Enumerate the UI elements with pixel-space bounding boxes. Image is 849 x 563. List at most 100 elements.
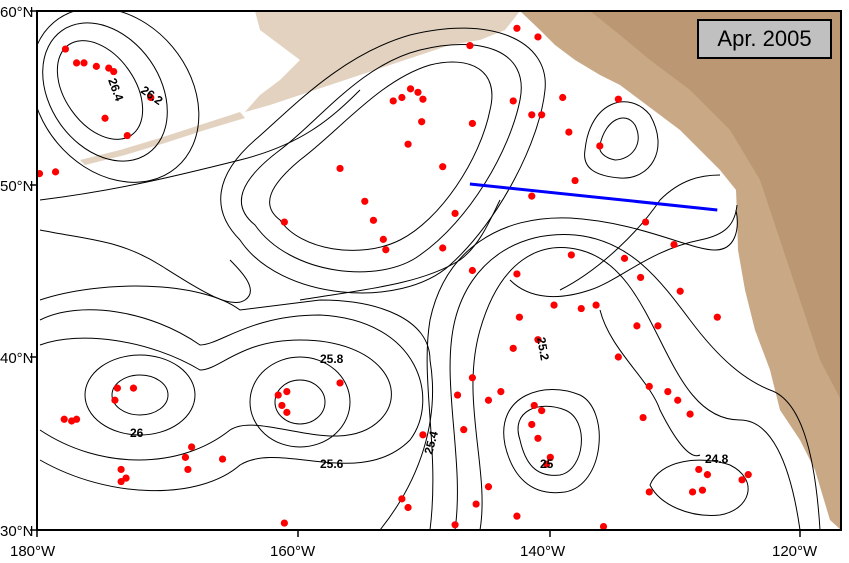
float-marker [129, 384, 138, 392]
float-marker [509, 97, 517, 105]
float-marker [419, 431, 427, 439]
float-marker [528, 111, 536, 119]
float-marker [528, 420, 536, 429]
float-marker [637, 273, 645, 282]
float-marker [645, 382, 653, 391]
float-marker [515, 313, 524, 321]
contour-label-25-4: 25.4 [421, 429, 441, 455]
float-marker [418, 118, 426, 126]
float-marker [614, 353, 622, 361]
float-marker [664, 388, 672, 396]
float-marker [278, 401, 286, 410]
alaska-land [245, 11, 520, 112]
float-marker [567, 251, 575, 259]
float-marker [509, 344, 517, 352]
float-marker [280, 218, 288, 226]
float-marker [641, 218, 650, 226]
float-marker [92, 62, 100, 70]
float-marker [280, 519, 288, 527]
float-marker [513, 24, 521, 32]
float-marker [414, 88, 422, 96]
float-marker [468, 266, 476, 275]
float-marker [472, 500, 480, 508]
float-marker [550, 301, 558, 309]
float-marker [451, 521, 459, 529]
float-marker [698, 486, 707, 494]
float-marker [336, 164, 344, 173]
float-marker [592, 301, 600, 309]
float-marker [117, 465, 125, 474]
lat-label-50n: 50°N [0, 178, 34, 195]
float-marker [110, 67, 118, 76]
float-marker [398, 495, 406, 503]
float-marker [117, 477, 125, 486]
float-marker [72, 415, 81, 423]
contour-label-25: 25 [540, 457, 554, 471]
contour-label-25-6: 25.6 [320, 457, 344, 471]
contour-lines [37, 11, 821, 530]
map-frame [36, 10, 842, 531]
float-marker [484, 396, 493, 404]
contour-label-26: 26 [130, 426, 144, 440]
float-marker [274, 391, 282, 399]
lon-label-180w: 180°W [10, 543, 56, 560]
float-marker [674, 396, 682, 404]
lon-label-140w: 140°W [520, 543, 566, 560]
float-marker [113, 384, 121, 392]
float-marker [439, 244, 447, 252]
float-marker [534, 336, 542, 344]
contour-label-25-2: 25.2 [534, 336, 552, 362]
float-marker [37, 170, 44, 178]
float-marker [538, 111, 546, 119]
float-marker [80, 59, 88, 67]
float-marker [111, 396, 119, 404]
float-marker [559, 93, 567, 102]
float-marker [336, 379, 344, 387]
float-markers [37, 24, 752, 530]
float-marker [468, 374, 476, 382]
float-marker [101, 114, 109, 122]
float-marker [546, 453, 554, 461]
float-marker [147, 93, 155, 102]
float-marker [60, 415, 68, 423]
float-marker [565, 128, 573, 136]
float-marker [466, 42, 474, 50]
float-marker [713, 313, 721, 321]
float-marker [670, 240, 678, 249]
float-marker [361, 197, 369, 205]
float-marker [738, 476, 746, 484]
float-marker [379, 235, 387, 243]
float-marker [51, 168, 60, 176]
float-marker [188, 443, 196, 451]
float-marker [543, 460, 551, 468]
lat-label-40n: 40°N [0, 350, 34, 367]
float-marker [528, 192, 536, 200]
float-marker [283, 408, 291, 416]
contour-label-25-8: 25.8 [320, 352, 344, 366]
float-marker [676, 287, 684, 295]
float-marker [703, 471, 712, 479]
float-marker [538, 407, 546, 415]
float-marker [530, 401, 538, 410]
float-marker [688, 488, 697, 496]
float-marker [419, 95, 427, 103]
float-marker [497, 388, 505, 396]
axis-ticks [30, 10, 801, 537]
float-marker [453, 391, 462, 399]
float-marker [369, 216, 378, 224]
lon-label-120w: 120°W [772, 543, 818, 560]
date-label-box: Apr. 2005 [697, 19, 832, 59]
float-marker [406, 85, 415, 93]
float-marker [695, 465, 703, 474]
float-marker [460, 426, 468, 434]
float-marker [72, 59, 81, 67]
date-label: Apr. 2005 [717, 26, 812, 51]
float-marker [404, 140, 412, 148]
float-marker [620, 254, 629, 262]
float-marker [123, 131, 131, 140]
section-line [469, 182, 718, 212]
float-marker [534, 434, 542, 442]
land-highlands [590, 11, 841, 400]
float-marker [513, 512, 521, 520]
float-marker [633, 322, 641, 330]
